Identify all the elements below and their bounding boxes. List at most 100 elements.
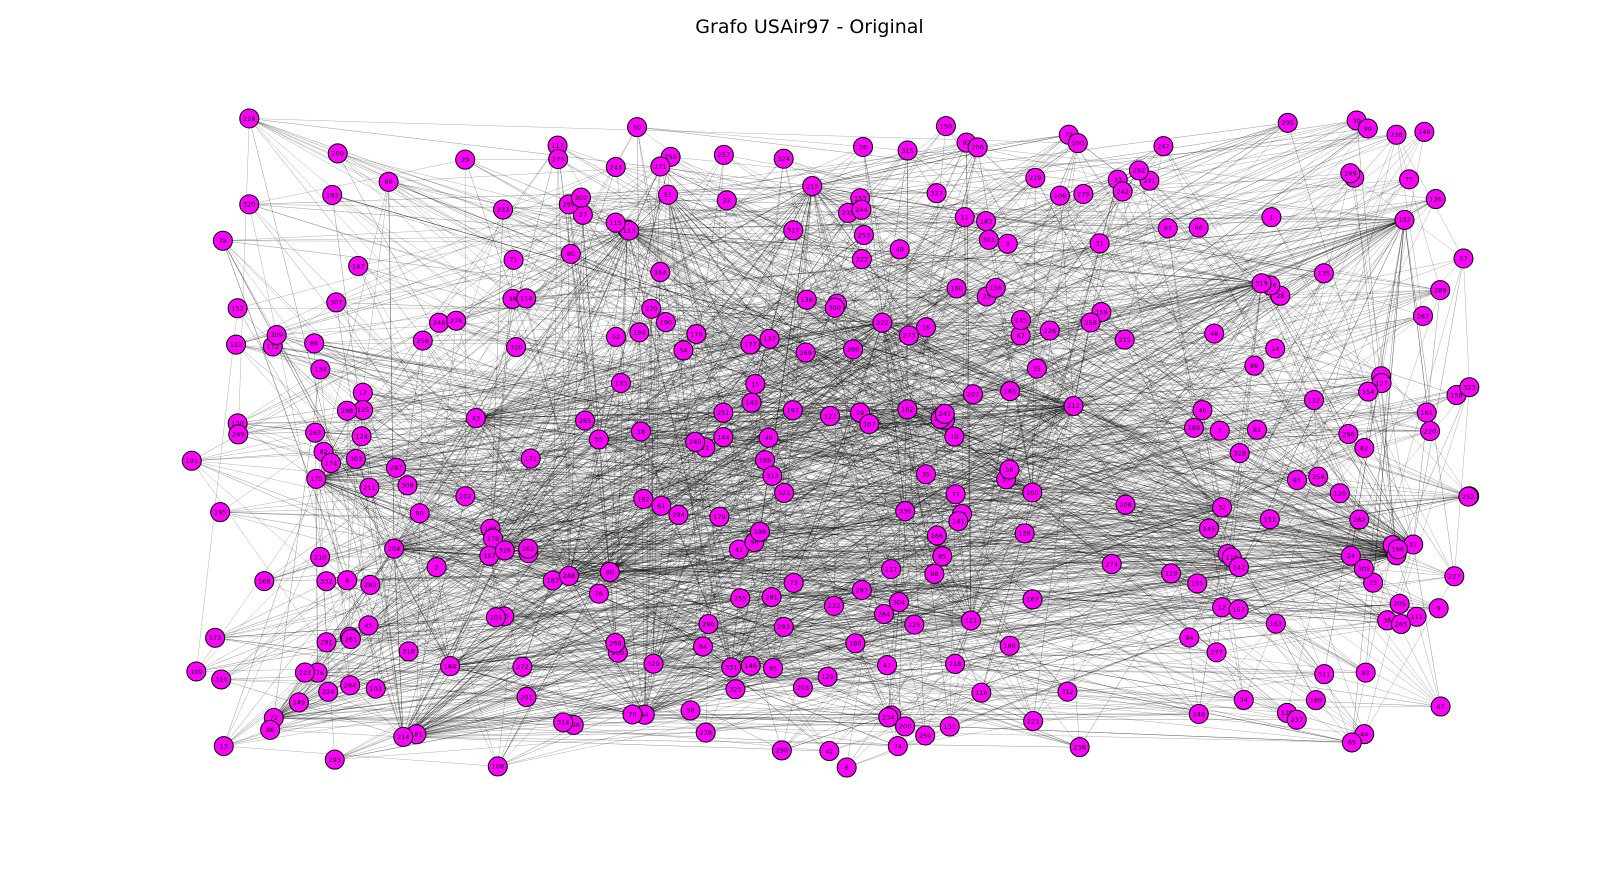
graph-node-label: 113 <box>623 227 635 235</box>
graph-node-label: 296 <box>1342 430 1354 438</box>
graph-node-label: 242 <box>1116 188 1128 196</box>
graph-node-label: 332 <box>320 577 332 585</box>
graph-node-label: 86 <box>310 340 318 348</box>
graph-node-label: 120 <box>1334 490 1346 498</box>
graph-node: 135 <box>1314 264 1333 283</box>
graph-node-label: 186 <box>1004 642 1016 650</box>
graph-node-label: 71 <box>509 256 517 264</box>
graph-node: 151 <box>1260 510 1279 529</box>
graph-node-label: 308 <box>401 482 413 490</box>
graph-node-label: 275 <box>552 155 564 163</box>
graph-node: 179 <box>710 507 729 526</box>
graph-node: 304 <box>889 593 908 612</box>
graph-node: 330 <box>896 502 915 521</box>
graph-node: 199 <box>1341 164 1360 183</box>
graph-node: 249 <box>229 425 248 444</box>
graph-node: 186 <box>1000 636 1019 655</box>
graph-node-label: 321 <box>778 489 790 497</box>
graph-node-label: 26 <box>859 143 867 151</box>
graph-node: 237 <box>1287 710 1306 729</box>
graph-node: 263 <box>306 423 325 442</box>
graph-edge <box>793 179 1409 230</box>
graph-node: 167 <box>1023 590 1042 609</box>
graph-node-label: 27 <box>579 211 587 219</box>
graph-node-label: 136 <box>801 296 813 304</box>
graph-node: 3 <box>998 234 1017 253</box>
graph-node: 114 <box>517 289 536 308</box>
graph-node-label: 309 <box>270 331 282 339</box>
graph-node-label: 226 <box>1044 327 1056 335</box>
graph-node: 123 <box>227 335 246 354</box>
graph-node: 327 <box>927 184 946 203</box>
graph-node-label: 291 <box>320 639 332 647</box>
graph-node: 303 <box>346 449 365 468</box>
graph-node-label: 109 <box>190 668 202 676</box>
graph-node: 12 <box>1213 598 1232 617</box>
graph-node-label: 253 <box>858 231 870 239</box>
graph-edge <box>236 345 315 433</box>
graph-node: 272 <box>513 657 532 676</box>
graph-node: 168 <box>255 572 274 591</box>
graph-node-label: 39 <box>922 471 930 479</box>
graph-node-label: 69 <box>384 178 392 186</box>
graph-node: 211 <box>360 478 379 497</box>
graph-node-label: 204 <box>388 545 400 553</box>
graph-node: 35 <box>1027 359 1046 378</box>
graph-edge <box>403 737 829 751</box>
graph-node-label: 67 <box>1436 703 1444 711</box>
graph-node: 122 <box>821 407 840 426</box>
graph-node-label: 174 <box>325 459 337 467</box>
graph-node: 226 <box>1040 321 1059 340</box>
graph-node: 17 <box>353 383 372 402</box>
graph-node-label: 273 <box>903 332 915 340</box>
graph-node-label: 326 <box>499 547 511 555</box>
graph-node-label: 14 <box>1271 345 1279 353</box>
graph-node-label: 175 <box>310 475 322 483</box>
graph-node: 325 <box>726 680 745 699</box>
graph-node-label: 144 <box>717 433 729 441</box>
graph-node-label: 214 <box>397 733 409 741</box>
graph-node: 6 <box>837 758 856 777</box>
graph-node: 148 <box>1415 122 1434 141</box>
graph-node-label: 203 <box>797 684 809 692</box>
graph-node-label: 329 <box>647 660 659 668</box>
graph-node-label: 125 <box>357 406 369 414</box>
graph-node-label: 184 <box>444 662 456 670</box>
graph-node: 207 <box>963 385 982 404</box>
graph-node-label: 212 <box>1067 402 1079 410</box>
graph-node-label: 207 <box>967 391 979 399</box>
graph-node: 165 <box>1001 382 1020 401</box>
graph-node-label: 156 <box>990 284 1002 292</box>
graph-node-label: 258 <box>1084 319 1096 327</box>
graph-node-label: 88 <box>266 726 274 734</box>
graph-node: 101 <box>486 608 505 627</box>
graph-node: 66 <box>1189 218 1208 237</box>
graph-node: 74 <box>888 737 907 756</box>
graph-node: 154 <box>1359 382 1378 401</box>
graph-node-label: 173 <box>209 634 221 642</box>
graph-node-label: 70 <box>628 711 636 719</box>
graph-node: 84 <box>693 637 712 656</box>
graph-node: 34 <box>1234 690 1253 709</box>
graph-node: 78 <box>213 231 232 250</box>
graph-node-label: 279 <box>1077 190 1089 198</box>
graph-node: 238 <box>1387 125 1406 144</box>
graph-node-label: 51 <box>664 191 672 199</box>
graph-node: 282 <box>1350 510 1369 529</box>
graph-node: 323 <box>1460 378 1479 397</box>
graph-node-label: 257 <box>718 151 730 159</box>
graph-node: 22 <box>717 191 736 210</box>
graph-node-label: 280 <box>364 581 376 589</box>
graph-node-label: 23 <box>1369 579 1377 587</box>
graph-node-label: 234 <box>882 714 894 722</box>
graph-node-label: 115 <box>609 219 621 227</box>
graph-node-label: 323 <box>1463 383 1475 391</box>
graph-node: 90 <box>410 504 429 523</box>
graph-node-label: 65 <box>1348 739 1356 747</box>
graph-node-label: 202 <box>459 493 471 501</box>
graph-node: 129 <box>818 667 837 686</box>
graph-node-label: 182 <box>547 577 559 585</box>
graph-node: 162 <box>898 400 917 419</box>
graph-node: 160 <box>947 279 966 298</box>
